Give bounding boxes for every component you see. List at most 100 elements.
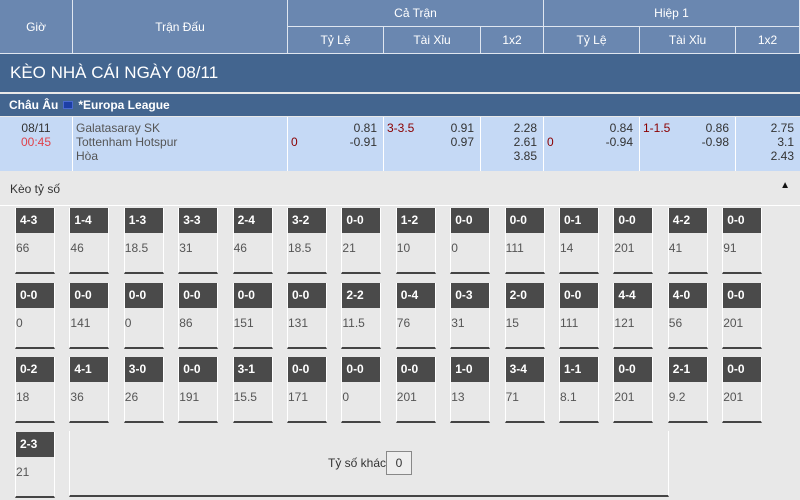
- full-ou-line: 3-3.5: [387, 121, 415, 135]
- score-odds: 18.5: [288, 241, 312, 255]
- score-odds: 86: [179, 315, 193, 330]
- score-odds: 10: [396, 241, 411, 255]
- score-label: 0-0: [614, 357, 653, 382]
- score-label: 0-0: [723, 282, 762, 308]
- half-handicap-cell[interactable]: 0 0.84 -0.94: [544, 117, 640, 171]
- correct-score-header[interactable]: Kèo tỷ số: [0, 172, 800, 206]
- score-cell[interactable]: 0-3 31: [450, 282, 491, 349]
- score-cell[interactable]: 4-4 121: [613, 282, 654, 349]
- half-ou-cell[interactable]: 1-1.5 0.86 -0.98: [640, 117, 736, 171]
- score-cell[interactable]: 0-0 131: [287, 282, 327, 349]
- triangle-up-icon[interactable]: ▲: [780, 180, 790, 191]
- half-ou-line: 1-1.5: [643, 121, 671, 135]
- score-cell[interactable]: 0-0 201: [613, 208, 654, 274]
- half-ou-under[interactable]: -0.98: [701, 135, 729, 149]
- score-cell[interactable]: 4-3 66: [15, 208, 55, 274]
- score-odds: 21: [16, 464, 30, 479]
- half-1x2-draw[interactable]: 2.43: [770, 149, 794, 163]
- score-cell[interactable]: 4-2 41: [667, 208, 708, 274]
- score-cell[interactable]: 0-0 151: [232, 282, 273, 349]
- score-cell[interactable]: 3-2 18.5: [287, 208, 327, 274]
- header-ca-tran: Cả Trận: [288, 0, 544, 27]
- score-cell[interactable]: 0-0 0: [341, 357, 382, 423]
- score-cell[interactable]: 0-0 171: [287, 357, 327, 423]
- score-label: 0-0: [342, 357, 381, 382]
- away-team[interactable]: Tottenham Hotspur: [76, 135, 178, 149]
- half-ou-over[interactable]: 0.86: [705, 121, 729, 135]
- league-name: *Europa League: [78, 98, 170, 112]
- full-ou-under[interactable]: 0.97: [450, 135, 474, 149]
- score-cell[interactable]: 1-2 10: [395, 208, 436, 274]
- score-cell[interactable]: 1-1 8.1: [559, 357, 599, 423]
- score-cell[interactable]: 3-3 31: [178, 208, 219, 274]
- score-cell[interactable]: 0-0 0: [15, 282, 55, 349]
- score-cell[interactable]: 1-0 13: [450, 357, 491, 423]
- score-label: 4-3: [16, 208, 54, 233]
- score-odds: 8.1: [560, 390, 577, 404]
- score-cell[interactable]: 0-0 201: [722, 282, 763, 349]
- score-odds: 0: [342, 390, 350, 404]
- score-label: 0-0: [124, 282, 163, 308]
- score-cell[interactable]: 1-4 46: [69, 208, 110, 274]
- score-cell[interactable]: 4-1 36: [69, 357, 110, 423]
- score-cell[interactable]: 3-1 15.5: [232, 357, 273, 423]
- score-cell[interactable]: 2-1 9.2: [667, 357, 708, 423]
- half-1x2-cell[interactable]: 2.75 3.1 2.43: [736, 117, 800, 171]
- full-1x2-cell[interactable]: 2.28 2.61 3.85: [481, 117, 544, 171]
- other-score-value[interactable]: 0: [386, 451, 412, 475]
- score-cell[interactable]: 0-2 18: [15, 357, 55, 423]
- score-cell[interactable]: 1-3 18.5: [123, 208, 164, 274]
- score-cell[interactable]: 0-0 0: [450, 208, 491, 274]
- full-handicap-home[interactable]: 0.81: [353, 121, 377, 135]
- full-handicap-away[interactable]: -0.91: [349, 135, 377, 149]
- score-cell[interactable]: 0-0 201: [722, 357, 763, 423]
- half-1x2-away[interactable]: 3.1: [777, 135, 794, 149]
- score-cell[interactable]: 2-3 21: [15, 431, 55, 498]
- score-odds: 41: [668, 241, 683, 255]
- score-cell[interactable]: 0-0 91: [722, 208, 763, 274]
- score-cell[interactable]: 4-0 56: [667, 282, 708, 349]
- score-odds: 13: [451, 390, 465, 404]
- half-handicap-away[interactable]: -0.94: [605, 135, 633, 149]
- score-cell[interactable]: 0-0 21: [341, 208, 382, 274]
- score-cell[interactable]: 2-0 15: [504, 282, 545, 349]
- score-odds: 171: [288, 390, 309, 404]
- score-label: 0-3: [451, 282, 490, 308]
- score-cell[interactable]: 2-2 11.5: [341, 282, 382, 349]
- full-handicap-cell[interactable]: 0 0.81 -0.91: [288, 117, 384, 171]
- score-cell[interactable]: 0-0 201: [613, 357, 654, 423]
- score-cell[interactable]: 0-0 191: [178, 357, 219, 423]
- score-cell[interactable]: 3-4 71: [504, 357, 545, 423]
- score-cell[interactable]: 0-4 76: [395, 282, 436, 349]
- score-cell[interactable]: 3-0 26: [123, 357, 164, 423]
- full-1x2-home[interactable]: 2.28: [513, 121, 537, 135]
- half-handicap-home[interactable]: 0.84: [609, 121, 633, 135]
- score-cell[interactable]: 0-0 111: [504, 208, 545, 274]
- league-region: Châu Âu: [9, 98, 59, 112]
- full-ou-over[interactable]: 0.91: [450, 121, 474, 135]
- score-label: 0-4: [396, 282, 435, 308]
- league-row[interactable]: Châu Âu *Europa League: [0, 94, 800, 116]
- score-odds: 131: [288, 315, 309, 330]
- score-label: 0-0: [179, 357, 218, 382]
- score-cell[interactable]: 0-0 0: [123, 282, 164, 349]
- score-cell[interactable]: 0-0 201: [395, 357, 436, 423]
- full-1x2-away[interactable]: 2.61: [513, 135, 537, 149]
- score-odds: 201: [723, 315, 744, 330]
- score-label: 1-3: [124, 208, 163, 233]
- score-cell[interactable]: 0-1 14: [559, 208, 599, 274]
- full-ou-cell[interactable]: 3-3.5 0.91 0.97: [384, 117, 481, 171]
- score-label: 0-1: [560, 208, 598, 233]
- score-cell[interactable]: 0-0 111: [559, 282, 599, 349]
- match-time-cell: 08/11 00:45: [0, 117, 73, 171]
- score-cell[interactable]: 0-0 141: [69, 282, 110, 349]
- score-cell[interactable]: 0-0 86: [178, 282, 219, 349]
- half-1x2-home[interactable]: 2.75: [770, 121, 794, 135]
- score-odds: 31: [179, 241, 193, 255]
- score-cell[interactable]: 2-4 46: [232, 208, 273, 274]
- score-label: 0-0: [560, 282, 598, 308]
- header-gio: Giờ: [0, 0, 73, 54]
- score-odds: 121: [614, 315, 635, 330]
- home-team[interactable]: Galatasaray SK: [76, 121, 161, 135]
- full-1x2-draw[interactable]: 3.85: [513, 149, 537, 163]
